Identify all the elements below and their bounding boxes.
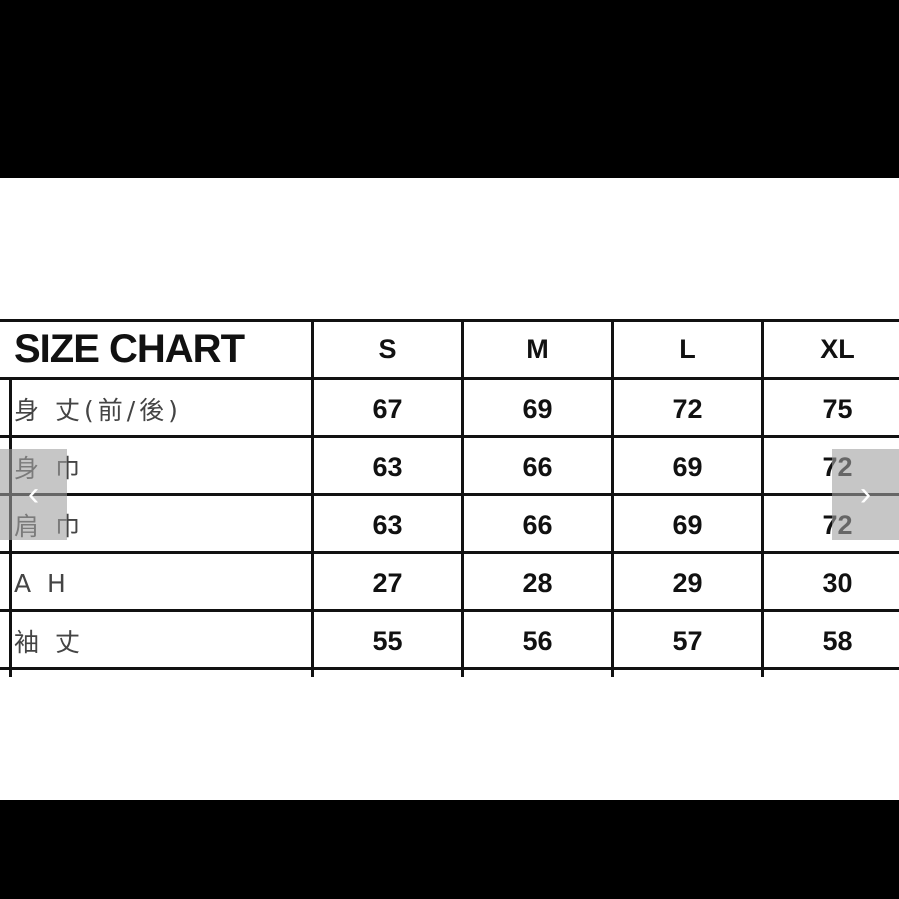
row-divider	[0, 319, 899, 322]
size-header: S	[378, 334, 397, 364]
measurement-cell: 75	[822, 393, 853, 424]
measurement-cell: 27	[372, 567, 403, 598]
size-header: M	[526, 334, 549, 364]
measurement-cell: 30	[822, 567, 853, 598]
row-divider	[0, 435, 899, 438]
measurement-cell: 69	[522, 393, 553, 424]
measurement-cell: 57	[672, 625, 703, 656]
bottom-letterbox	[0, 800, 899, 899]
table-title: SIZE CHART	[14, 327, 245, 371]
measurement-cell: 28	[522, 567, 553, 598]
column-divider	[461, 319, 464, 677]
measurement-cell: 56	[522, 625, 553, 656]
measurement-cell: 66	[522, 509, 553, 540]
measurement-cell: 29	[672, 567, 703, 598]
row-label: 身 丈(前/後)	[14, 396, 182, 425]
prev-image-button[interactable]: ‹	[0, 449, 67, 540]
column-divider	[611, 319, 614, 677]
row-divider	[0, 493, 899, 496]
measurement-cell: 58	[822, 625, 853, 656]
measurement-cell: 63	[372, 451, 403, 482]
size-header: XL	[820, 334, 855, 364]
measurement-cell: 63	[372, 509, 403, 540]
row-divider	[0, 551, 899, 554]
measurement-cell: 69	[672, 509, 703, 540]
row-divider	[0, 377, 899, 380]
size-header: L	[679, 334, 696, 364]
row-divider	[0, 609, 899, 612]
column-divider	[311, 319, 314, 677]
row-label: 袖 丈	[14, 628, 84, 657]
row-label: A H	[14, 568, 70, 598]
chevron-right-icon: ›	[859, 475, 872, 513]
measurement-cell: 55	[372, 625, 403, 656]
row-divider	[0, 667, 899, 670]
top-letterbox	[0, 0, 899, 178]
chevron-left-icon: ‹	[27, 475, 40, 513]
measurement-cell: 67	[372, 393, 403, 424]
measurement-cell: 66	[522, 451, 553, 482]
measurement-cell: 72	[672, 393, 703, 424]
measurement-cell: 69	[672, 451, 703, 482]
column-divider	[761, 319, 764, 677]
next-image-button[interactable]: ›	[832, 449, 899, 540]
